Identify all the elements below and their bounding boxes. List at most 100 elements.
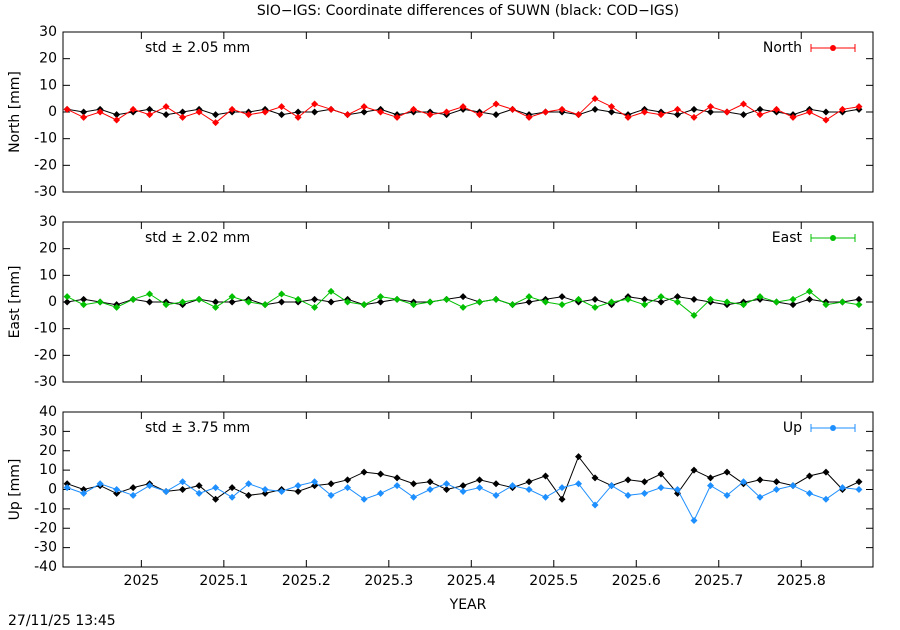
point [146,105,154,113]
y-tick-label: -10 [34,501,57,517]
point [162,111,170,119]
point [113,303,121,311]
point [690,311,698,319]
point [63,298,71,306]
point [80,295,88,303]
point [228,298,236,306]
point [525,293,533,301]
point [261,486,269,493]
point [855,301,863,309]
y-tick-label: 0 [48,482,57,498]
point [245,491,253,499]
legend-point [830,425,836,431]
x-tick-label: 2025.4 [447,573,496,589]
point [575,453,583,461]
point [344,484,352,492]
point [838,298,846,306]
point [261,489,269,497]
annotation: std ± 2.05 mm [145,40,250,56]
point [228,105,236,113]
y-axis-label: Up [mm] [7,459,23,521]
point [228,484,236,492]
point [789,295,797,303]
point [393,474,401,482]
point [179,108,187,116]
y-tick-label: 10 [39,462,57,478]
point [311,478,319,486]
point [113,486,121,493]
point [278,487,286,495]
point [245,480,253,488]
y-tick-label: -20 [34,520,57,536]
point [509,301,517,309]
point [129,105,137,113]
point [426,486,434,493]
point [575,480,583,488]
point [113,489,121,497]
point [360,468,368,476]
point [525,113,533,121]
legend-label: East [772,230,803,246]
point [311,100,319,108]
point [129,491,137,499]
point [624,491,632,499]
point [63,105,71,113]
point [294,487,302,495]
timestamp: 27/11/25 13:45 [8,613,116,629]
point [591,501,599,509]
x-tick-label: 2025.1 [199,573,248,589]
y-tick-label: -10 [34,131,57,147]
point [591,474,599,482]
point [575,295,583,303]
point [641,295,649,303]
point [575,111,583,119]
point [278,103,286,111]
point [822,495,830,503]
point [674,111,682,119]
point [558,484,566,492]
y-tick-label: -10 [34,321,57,337]
point [245,298,253,306]
point [756,105,764,113]
point [690,113,698,121]
point [855,478,863,486]
point [756,293,764,301]
y-tick-label: 10 [39,267,57,283]
point [591,303,599,311]
x-tick-label: 2025.7 [694,573,743,589]
point [228,493,236,501]
point [805,287,813,295]
point [525,486,533,493]
point [179,486,187,493]
point [657,298,665,306]
chart-title: SIO−IGS: Coordinate differences of SUWN … [257,3,679,19]
point [476,476,484,484]
point [707,295,715,303]
plot-frame [62,221,874,383]
point [558,495,566,503]
point [195,489,203,497]
point [756,476,764,484]
point [80,489,88,497]
point [624,113,632,121]
point [426,298,434,306]
point [707,108,715,116]
point [772,478,780,486]
point [393,295,401,303]
point [525,478,533,486]
point [261,301,269,309]
point [212,303,220,311]
point [822,108,830,116]
point [96,108,104,116]
point [195,295,203,303]
annotation: std ± 3.75 mm [145,420,250,436]
point [739,111,747,119]
point [443,108,451,116]
point [278,298,286,306]
point [443,295,451,303]
point [426,478,434,486]
point [344,298,352,306]
point [591,105,599,113]
y-tick-label: 0 [48,294,57,310]
point [789,301,797,309]
